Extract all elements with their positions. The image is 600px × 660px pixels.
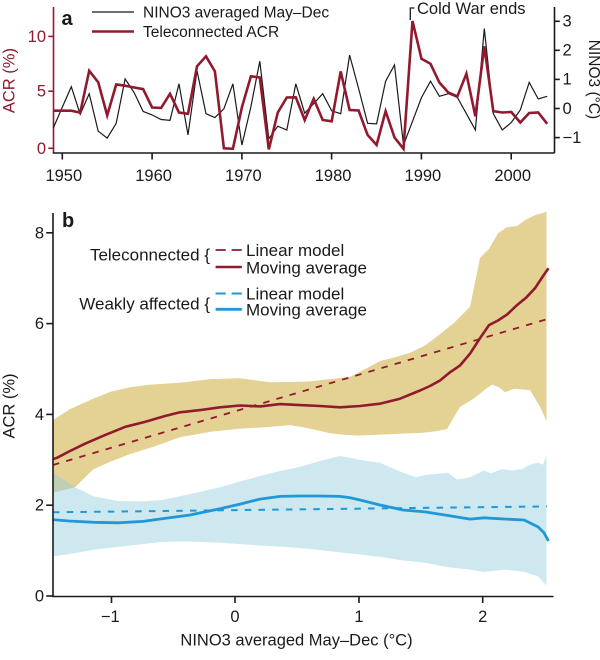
svg-text:1960: 1960 xyxy=(135,167,172,185)
svg-text:Teleconnected ACR: Teleconnected ACR xyxy=(143,24,279,41)
svg-text:1990: 1990 xyxy=(405,167,442,185)
svg-text:6: 6 xyxy=(35,315,44,333)
svg-text:10: 10 xyxy=(28,28,46,46)
svg-text:−1: −1 xyxy=(101,608,120,626)
svg-text:1: 1 xyxy=(354,608,363,626)
svg-text:Weakly affected {: Weakly affected { xyxy=(79,294,210,313)
svg-text:2: 2 xyxy=(563,42,572,60)
svg-text:Linear model: Linear model xyxy=(246,285,344,304)
svg-text:0: 0 xyxy=(563,100,572,118)
svg-text:1970: 1970 xyxy=(225,167,262,185)
svg-text:2000: 2000 xyxy=(494,167,531,185)
svg-text:NINO3 (°C): NINO3 (°C) xyxy=(585,40,600,119)
svg-text:Cold War ends: Cold War ends xyxy=(417,0,526,18)
svg-text:2: 2 xyxy=(35,497,44,515)
svg-text:8: 8 xyxy=(35,224,44,242)
svg-text:3: 3 xyxy=(563,13,572,31)
svg-text:4: 4 xyxy=(35,406,44,424)
svg-text:b: b xyxy=(62,210,74,232)
svg-text:1: 1 xyxy=(563,71,572,89)
svg-text:Moving average: Moving average xyxy=(246,301,367,320)
svg-text:1980: 1980 xyxy=(315,167,352,185)
svg-text:0: 0 xyxy=(230,608,239,626)
svg-text:0: 0 xyxy=(35,588,44,606)
svg-text:NINO3 averaged May–Dec: NINO3 averaged May–Dec xyxy=(143,4,329,21)
svg-text:ACR (%): ACR (%) xyxy=(1,373,19,438)
svg-text:ACR (%): ACR (%) xyxy=(1,48,19,113)
svg-text:a: a xyxy=(62,8,74,30)
svg-text:NINO3 averaged May–Dec (°C): NINO3 averaged May–Dec (°C) xyxy=(180,632,412,650)
svg-text:Linear model: Linear model xyxy=(246,241,344,260)
svg-text:−1: −1 xyxy=(563,129,582,147)
svg-text:1950: 1950 xyxy=(45,167,82,185)
svg-text:Teleconnected {: Teleconnected { xyxy=(90,245,210,264)
svg-text:0: 0 xyxy=(37,140,46,158)
svg-text:2: 2 xyxy=(478,608,487,626)
svg-text:5: 5 xyxy=(37,83,46,101)
svg-text:Moving average: Moving average xyxy=(246,258,367,277)
